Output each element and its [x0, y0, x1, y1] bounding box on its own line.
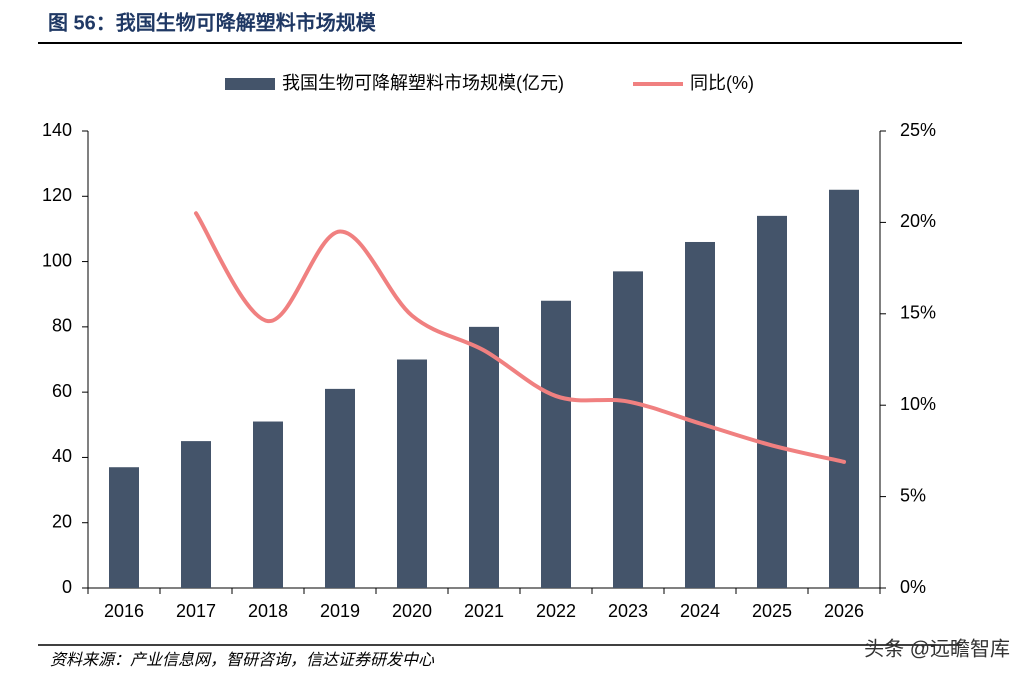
bar	[757, 215, 787, 588]
y-tick-label: 20	[52, 511, 72, 531]
x-tick-label: 2016	[104, 601, 144, 621]
x-tick-label: 2024	[680, 601, 720, 621]
y-tick-label: 60	[52, 381, 72, 401]
y2-tick-label: 0%	[900, 577, 926, 597]
legend-label: 我国生物可降解塑料市场规模(亿元)	[282, 73, 564, 93]
x-tick-label: 2021	[464, 601, 504, 621]
bar	[397, 359, 427, 588]
x-tick-label: 2023	[608, 601, 648, 621]
bar	[685, 241, 715, 588]
x-tick-label: 2020	[392, 601, 432, 621]
y2-tick-label: 25%	[900, 120, 936, 140]
x-tick-label: 2017	[176, 601, 216, 621]
bar	[469, 326, 499, 588]
x-tick-label: 2022	[536, 601, 576, 621]
bar	[829, 189, 859, 588]
watermark: 头条 @远瞻智库	[864, 637, 1010, 660]
y2-tick-label: 15%	[900, 303, 936, 323]
y2-tick-label: 10%	[900, 394, 936, 414]
x-tick-label: 2018	[248, 601, 288, 621]
y2-tick-label: 20%	[900, 211, 936, 231]
y-tick-label: 100	[42, 250, 72, 270]
bar	[181, 441, 211, 588]
bar	[253, 421, 283, 588]
bar	[325, 388, 355, 588]
y-tick-label: 40	[52, 446, 72, 466]
legend-label: 同比(%)	[690, 73, 754, 93]
y-tick-label: 140	[42, 120, 72, 140]
y-tick-label: 120	[42, 185, 72, 205]
bar	[109, 467, 139, 588]
legend-swatch	[225, 78, 275, 90]
bar	[541, 300, 571, 588]
x-tick-label: 2026	[824, 601, 864, 621]
x-tick-label: 2025	[752, 601, 792, 621]
y-tick-label: 0	[62, 577, 72, 597]
source: 资料来源：产业信息网，智研咨询，信达证券研发中心	[50, 651, 435, 669]
bar	[613, 271, 643, 588]
x-tick-label: 2019	[320, 601, 360, 621]
y2-tick-label: 5%	[900, 485, 926, 505]
line	[194, 211, 846, 464]
y-tick-label: 80	[52, 316, 72, 336]
chart-title: 图 56：我国生物可降解塑料市场规模	[48, 10, 377, 34]
